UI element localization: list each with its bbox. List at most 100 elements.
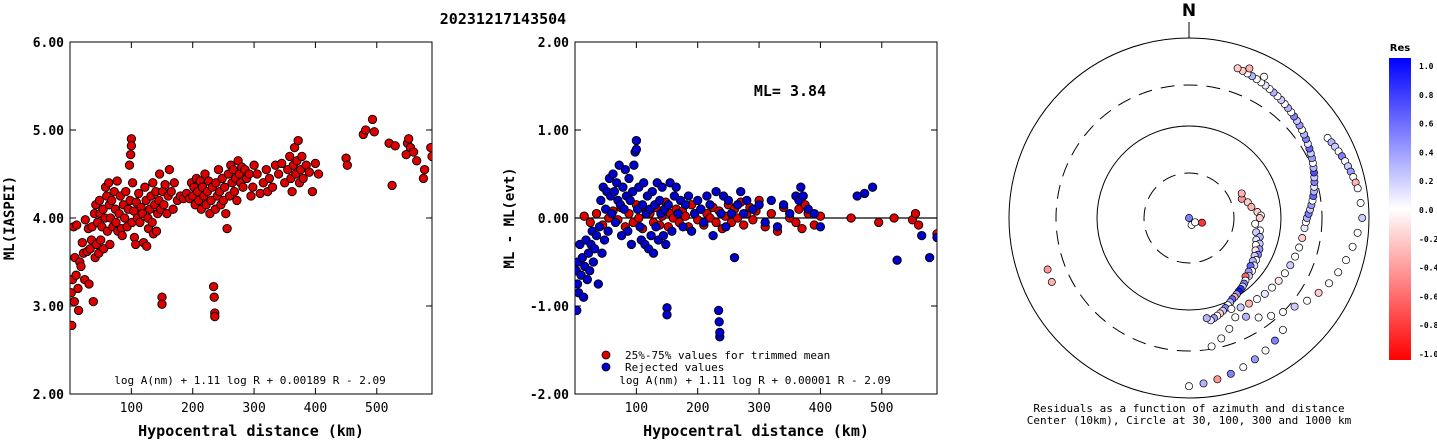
plot2-xlabel: Hypocentral distance (km) (643, 422, 869, 440)
plot2-point-s1 (778, 200, 789, 210)
plot2-point-s1 (585, 266, 595, 276)
plot2-point-s1 (631, 135, 642, 146)
polar-point (1342, 256, 1350, 265)
plot1-point-s0 (342, 160, 352, 170)
plot1-point-s0 (418, 173, 429, 184)
plot2-point-s1 (917, 230, 927, 241)
plot1-point-s0 (148, 178, 158, 188)
plot2-point-s1 (651, 222, 661, 232)
plot2-x-tick-label: 300 (747, 401, 770, 416)
plot2-point-s1 (721, 222, 731, 232)
plot1-point-s0 (232, 195, 242, 206)
panel-ml-vs-distance: 100 200 300 400 500 2.00 3.00 4.00 5.00 6.00 log… (2, 36, 433, 440)
plot2-point-s1 (576, 270, 586, 280)
plot2-point-s1 (655, 195, 665, 206)
plot2-point-s1 (658, 230, 669, 241)
plot2-point-s1 (932, 232, 937, 243)
plot1-point-s0 (412, 156, 422, 166)
polar-point (1280, 269, 1289, 278)
polar-point (1260, 72, 1269, 81)
polar-point (1274, 276, 1283, 285)
plot2-point-s0 (579, 211, 589, 221)
plot2-point-s1 (693, 195, 703, 206)
plot1-point-s0 (249, 160, 259, 170)
plot2-point-s1 (612, 178, 622, 188)
plot2-y-tick-label: -1.00 (530, 300, 569, 315)
plot1-point-s0 (159, 200, 169, 210)
plot1-point-s0 (104, 178, 114, 188)
plot2-point-s1 (589, 244, 600, 254)
plot2-point-s1 (629, 160, 639, 170)
plot1-point-s0 (206, 195, 216, 206)
plot1-point-s0 (307, 186, 318, 197)
north-label: N (1182, 1, 1196, 21)
colorbar-label: 1.0 (1419, 62, 1434, 71)
plot2-point-s1 (610, 217, 621, 228)
plot1-x-tick-label: 300 (242, 401, 265, 416)
plot2-point-s1 (597, 248, 607, 258)
polar-point (1247, 203, 1256, 211)
plot2-y-tick-label: 2.00 (538, 36, 569, 51)
ring-300km (1055, 84, 1323, 352)
plot2-point-s1 (603, 226, 613, 236)
plot1-point-s0 (273, 169, 284, 179)
plot1-point-s0 (70, 296, 79, 307)
polar-points (1043, 64, 1367, 391)
plot2-point-s1 (667, 226, 677, 236)
colorbar-label: -1.0 (1419, 350, 1437, 359)
plot2-point-s1 (639, 178, 649, 188)
plot1-point-s0 (277, 158, 287, 169)
plot1-point-s0 (77, 237, 87, 248)
polar-point (1043, 265, 1052, 274)
colorbar-label: 0.2 (1419, 177, 1434, 186)
plot2-point-s1 (815, 222, 826, 232)
plot1-point-s0 (121, 186, 131, 197)
plot2-point-s1 (705, 200, 715, 210)
plot2-point-s0 (889, 213, 899, 223)
polar-point (1185, 382, 1193, 391)
plot1-x-tick-label: 100 (120, 401, 143, 416)
plot2-point-s1 (678, 222, 688, 232)
plot2-point-s0 (910, 208, 921, 219)
polar-point (1217, 334, 1226, 343)
plot1-point-s0 (404, 134, 414, 144)
polar-point (1348, 242, 1357, 251)
plot2-point-s1 (618, 182, 628, 192)
plot1-point-s0 (246, 191, 256, 201)
plot2-point-s1 (716, 208, 726, 219)
plot2-point-s0 (748, 215, 758, 225)
plot2-point-s1 (575, 279, 583, 289)
plot2-point-s1 (739, 208, 749, 219)
plot2-point-s1 (588, 257, 599, 267)
plot2-point-s1 (578, 292, 589, 302)
plot1-point-s0 (369, 127, 379, 137)
plot2-point-s1 (686, 226, 697, 236)
panel-azimuth-residuals: N Residuals as a function of azimuth and… (1008, 1, 1437, 427)
plot2-point-s1 (623, 226, 633, 236)
plot2-point-s1 (635, 222, 645, 232)
plot1-point-s0 (80, 215, 90, 225)
plot1-points (70, 114, 432, 331)
plot2-point-s0 (846, 213, 856, 223)
polar-caption-line1: Residuals as a function of azimuth and d… (1033, 402, 1344, 415)
plot1-point-s0 (73, 305, 84, 316)
plot2-point-s1 (798, 191, 808, 201)
plot1-point-s0 (94, 195, 105, 206)
plot1-x-tick-label: 500 (365, 401, 388, 416)
colorbar-label: 0.6 (1419, 120, 1434, 129)
plot2-x-tick-label: 500 (870, 401, 893, 416)
plot1-point-s0 (131, 239, 141, 250)
plot1-point-s0 (285, 151, 295, 162)
plot2-point-s1 (809, 208, 819, 219)
plot2-point-s0 (739, 220, 749, 230)
ring-1000km (1008, 37, 1370, 399)
plot1-point-s0 (248, 182, 258, 192)
plot1-point-s0 (107, 195, 117, 206)
legend-marker-trimmed (601, 350, 611, 360)
polar-point (1253, 295, 1261, 304)
plot2-point-s1 (729, 252, 740, 263)
plot2-point-s1 (646, 230, 656, 241)
legend-label-trimmed: 25%-75% values for trimmed mean (625, 349, 830, 362)
plot1-y-tick-label: 3.00 (33, 300, 64, 315)
plot1-point-s0 (168, 204, 178, 214)
